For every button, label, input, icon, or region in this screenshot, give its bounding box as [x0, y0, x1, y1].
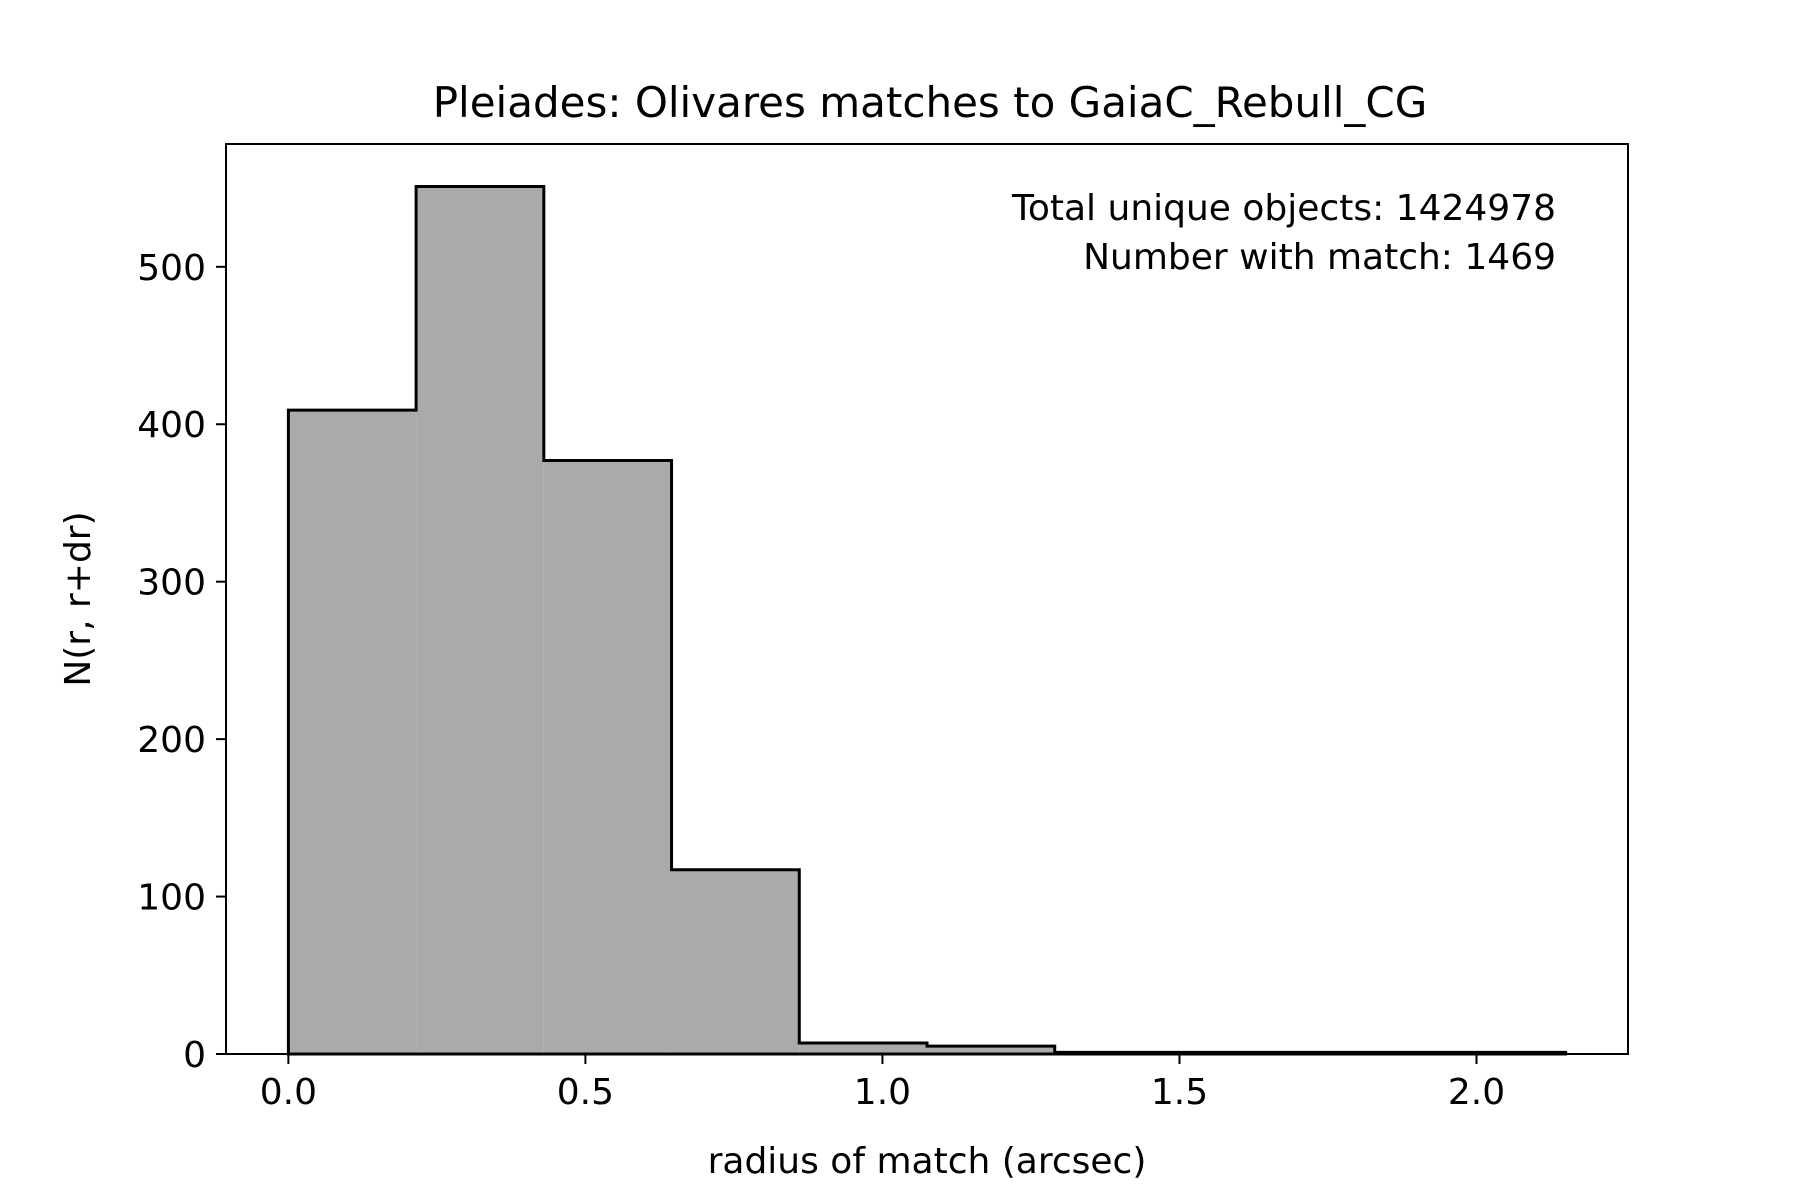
y-tick-label-2: 200: [137, 720, 206, 761]
annotation-number-with-match: Number with match: 1469: [1083, 237, 1556, 278]
histogram-bar-0: [288, 410, 417, 1055]
y-tick-label-1: 100: [137, 878, 206, 919]
x-tick-label-2: 1.0: [854, 1072, 911, 1113]
y-axis-ticks: 0 100 200 300 400 500: [137, 248, 226, 1076]
x-tick-label-3: 1.5: [1151, 1072, 1208, 1113]
y-tick-label-3: 300: [137, 563, 206, 604]
histogram-bars: [286, 185, 1568, 1056]
x-axis-ticks: 0.0 0.5 1.0 1.5 2.0: [260, 1054, 1505, 1113]
y-tick-label-0: 0: [183, 1035, 206, 1076]
x-tick-label-4: 2.0: [1448, 1072, 1505, 1113]
x-axis-label: radius of match (arcsec): [708, 1141, 1147, 1182]
y-tick-label-4: 400: [137, 405, 206, 446]
x-tick-label-0: 0.0: [260, 1072, 317, 1113]
histogram-bar-2: [543, 460, 672, 1055]
y-axis-label: N(r, r+dr): [58, 511, 99, 686]
plot-frame: [225, 143, 1629, 1055]
y-tick-label-5: 500: [137, 248, 206, 289]
histogram-bar-4: [799, 1042, 927, 1054]
chart-title: Pleiades: Olivares matches to GaiaC_Rebu…: [433, 78, 1428, 127]
histogram-outline: [286, 185, 1568, 1056]
x-tick-label-1: 0.5: [557, 1072, 614, 1113]
histogram-bar-5: [927, 1046, 1055, 1054]
histogram-bar-1: [416, 186, 544, 1054]
annotation-total-unique: Total unique objects: 1424978: [1011, 188, 1556, 229]
histogram-bar-3: [671, 869, 800, 1054]
